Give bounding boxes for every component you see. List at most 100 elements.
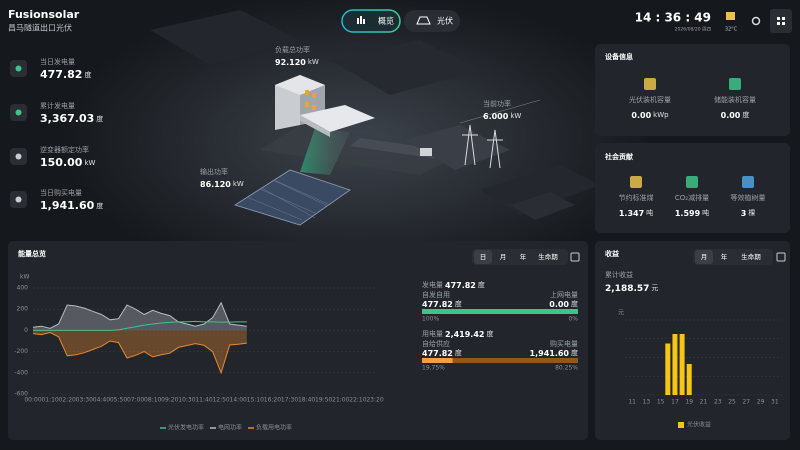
text: 150.00 — [40, 156, 83, 169]
x-tick-label: 15:10 — [247, 397, 264, 404]
x-tick-label: 25 — [728, 399, 736, 406]
text: 当日发电量 — [40, 57, 75, 66]
text: 输出功率 — [200, 167, 228, 176]
y-tick-label: -400 — [14, 369, 28, 376]
stat-value: 150.00 kW — [40, 156, 96, 169]
x-tick-label: 07:00 — [127, 397, 144, 404]
x-tick-label: 19 — [685, 399, 693, 406]
menu-button[interactable] — [770, 9, 792, 33]
summary-value: 477.82 度 — [422, 348, 462, 358]
tab-active[interactable] — [474, 250, 492, 264]
text: 0.00 — [549, 300, 569, 309]
weather-icon — [726, 12, 735, 20]
text: 0.00 — [721, 111, 741, 120]
header: Fusionsolar 昌马隧道出口光伏 概览 光伏 14 : 36 : 49 … — [8, 8, 792, 33]
income-total: 2,188.57 元 — [605, 284, 658, 294]
text: 节约标准煤 — [619, 193, 654, 202]
legend-swatch — [678, 422, 684, 428]
y-tick-label: -600 — [14, 391, 28, 398]
icon-glyph — [15, 153, 22, 160]
share-bar — [422, 358, 453, 363]
text: 发电量 — [422, 280, 443, 289]
tab-overview[interactable] — [341, 9, 401, 33]
flow-label: 输出功率 — [200, 167, 228, 176]
x-tick-label: 10:30 — [178, 397, 195, 404]
stat-label: 逆变器额定功率 — [40, 145, 89, 154]
unit: kWp — [653, 111, 669, 119]
item-icon — [686, 176, 698, 188]
tab[interactable]: 年 — [721, 252, 728, 261]
legend-label[interactable]: 光伏收益 — [687, 421, 711, 429]
flow-value: 92.120 kW — [275, 58, 319, 67]
share-label: 80.25% — [555, 365, 578, 372]
text: 2,419.42 — [445, 330, 484, 339]
y-axis-label: 元 — [618, 310, 624, 317]
series-line — [32, 331, 247, 375]
unit: 度 — [455, 348, 462, 357]
tab[interactable]: 生命期 — [538, 252, 558, 261]
tab[interactable]: 日 — [480, 253, 487, 261]
unit: 度 — [455, 299, 462, 308]
text: CO₂减排量 — [675, 193, 709, 202]
clock: 14 : 36 : 49 — [635, 11, 711, 25]
text: 自发自用 — [422, 290, 450, 299]
tab[interactable]: 月 — [500, 253, 507, 261]
unit: 度 — [486, 329, 493, 338]
summary-value: 1,941.60 度 — [530, 348, 578, 358]
x-tick-label: 02:20 — [59, 397, 76, 404]
stat-value: 1,941.60 度 — [40, 199, 103, 212]
share-label: 0% — [568, 316, 578, 323]
settings-button[interactable] — [751, 16, 761, 26]
tab[interactable]: 生命期 — [741, 252, 761, 261]
calendar-button[interactable] — [776, 252, 786, 262]
unit: kW — [84, 159, 95, 167]
unit: 度 — [96, 201, 103, 210]
share-bar — [422, 309, 578, 314]
x-tick-label: 03:30 — [76, 397, 93, 404]
text: 3,367.03 — [40, 112, 94, 125]
legend-label[interactable]: 光伏发电功率 — [168, 424, 204, 432]
x-tick-label: 15 — [657, 399, 665, 406]
summary-label: 上网电量 — [550, 290, 578, 299]
tab-label[interactable]: 光伏 — [437, 16, 453, 26]
x-tick-label: 23:20 — [366, 397, 383, 404]
unit: 度 — [96, 114, 103, 123]
panel-title: 设备信息 — [605, 52, 633, 61]
legend-label[interactable]: 负载用电功率 — [256, 424, 292, 432]
item-label: 光伏装机容量 — [629, 95, 671, 104]
share-bar — [452, 358, 578, 363]
tab-active[interactable] — [695, 250, 713, 264]
text: 累计发电量 — [40, 101, 75, 110]
flow-value: 6.000 kW — [483, 112, 521, 121]
item-value: 1.347 吨 — [619, 208, 653, 218]
item-value: 1.599 吨 — [675, 208, 709, 218]
text: 0.00 — [631, 111, 651, 120]
icon-glyph — [15, 196, 22, 203]
x-tick-label: 21:00 — [332, 397, 349, 404]
text: 477.82 — [422, 300, 453, 309]
stat-value: 477.82 度 — [40, 68, 91, 81]
legend-label[interactable]: 电网功率 — [218, 424, 242, 432]
tab-label[interactable]: 概览 — [378, 16, 394, 26]
unit: kW — [308, 58, 319, 66]
item-label: 节约标准煤 — [619, 193, 654, 202]
unit: 元 — [651, 284, 658, 292]
text: 477.82 — [445, 281, 476, 290]
text: 477.82 — [422, 349, 453, 358]
text: 1,941.60 — [530, 349, 570, 358]
calendar-button[interactable] — [570, 252, 580, 262]
share-label: 100% — [422, 316, 439, 323]
text: 当日购买电量 — [40, 188, 82, 197]
tab[interactable]: 月 — [701, 253, 708, 261]
tab[interactable]: 年 — [520, 252, 527, 261]
x-tick-label: 29 — [757, 399, 765, 406]
flow-label: 负载总功率 — [275, 45, 310, 54]
stat-label: 当日发电量 — [40, 57, 75, 66]
item-label: 等效植树量 — [731, 193, 766, 202]
tab-pv[interactable] — [404, 10, 460, 32]
stat-label: 累计发电量 — [40, 101, 75, 110]
brand: Fusionsolar — [8, 8, 80, 21]
x-tick-label: 17:30 — [281, 397, 298, 404]
summary-value: 0.00 度 — [549, 299, 578, 309]
